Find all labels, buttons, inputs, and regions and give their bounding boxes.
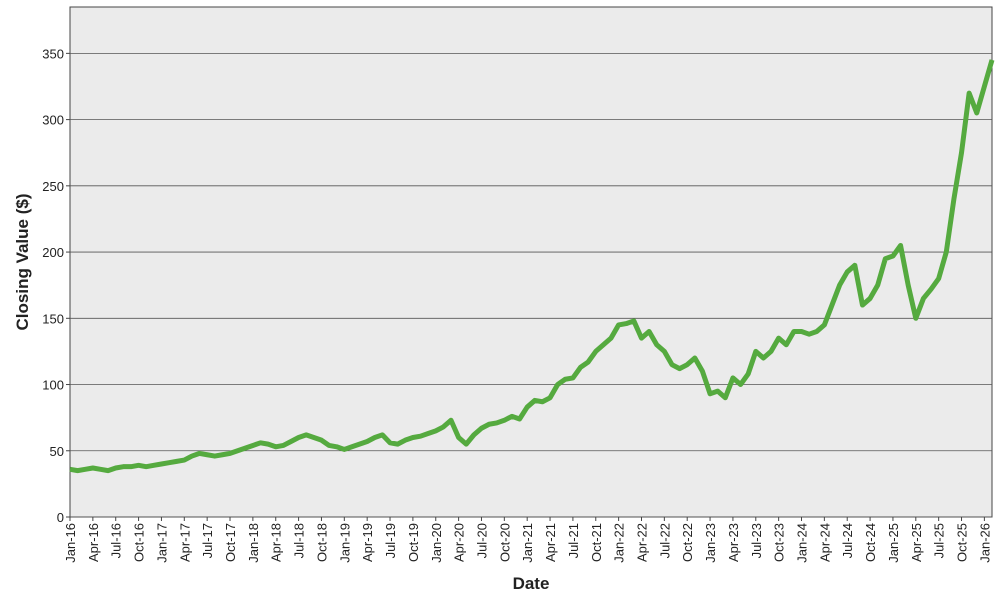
x-tick-label: Apr-17: [177, 523, 192, 562]
x-tick-label: Jan-20: [429, 523, 444, 563]
x-tick-label: Apr-25: [909, 523, 924, 562]
x-tick-label: Oct-16: [132, 523, 147, 562]
x-tick-label: Jan-21: [520, 523, 535, 563]
x-tick-label: Jul-19: [383, 523, 398, 558]
x-tick-label: Jan-16: [63, 523, 78, 563]
y-tick-label: 100: [42, 378, 64, 393]
x-tick-label: Oct-17: [223, 523, 238, 562]
x-tick-label: Oct-24: [863, 523, 878, 562]
y-tick-label: 50: [50, 444, 64, 459]
y-tick-label: 200: [42, 245, 64, 260]
x-tick-label: Jan-17: [154, 523, 169, 563]
y-tick-label: 350: [42, 46, 64, 61]
plot-area: [69, 6, 993, 518]
x-tick-label: Jan-23: [703, 523, 718, 563]
x-tick-label: Jul-25: [932, 523, 947, 558]
x-tick-label: Apr-22: [634, 523, 649, 562]
x-tick-label: Apr-18: [269, 523, 284, 562]
x-tick-label: Jul-23: [749, 523, 764, 558]
x-tick-label: Oct-20: [497, 523, 512, 562]
x-tick-label: Oct-21: [589, 523, 604, 562]
x-tick-label: Jul-18: [292, 523, 307, 558]
x-tick-label: Apr-19: [360, 523, 375, 562]
y-tick-label: 0: [57, 510, 64, 525]
x-tick-label: Apr-21: [543, 523, 558, 562]
line: [69, 59, 995, 474]
x-tick-label: Jul-21: [566, 523, 581, 558]
x-tick-label: Jan-24: [795, 523, 810, 563]
x-tick-label: Jan-18: [246, 523, 261, 563]
x-tick-label: Oct-18: [314, 523, 329, 562]
x-tick-label: Oct-25: [955, 523, 970, 562]
x-tick-label: Apr-20: [452, 523, 467, 562]
x-tick-label: Apr-16: [86, 523, 101, 562]
x-tick-label: Jan-19: [337, 523, 352, 563]
y-tick-label: 150: [42, 311, 64, 326]
y-tick-label: 250: [42, 179, 64, 194]
x-tick-label: Jul-22: [657, 523, 672, 558]
x-tick-label: Apr-24: [817, 523, 832, 562]
x-tick-label: Jul-17: [200, 523, 215, 558]
x-tick-label: Jul-16: [109, 523, 124, 558]
x-tick-label: Jul-24: [840, 523, 855, 558]
x-tick-label: Oct-22: [680, 523, 695, 562]
y-axis-title: Closing Value ($): [13, 194, 32, 331]
x-tick-label: Jan-22: [612, 523, 627, 563]
y-tick-label: 300: [42, 113, 64, 128]
x-tick-label: Oct-23: [772, 523, 787, 562]
x-tick-label: Jan-25: [886, 523, 901, 563]
x-tick-label: Jan-26: [977, 523, 992, 563]
x-tick-label: Oct-19: [406, 523, 421, 562]
x-axis-title: Date: [513, 574, 550, 593]
x-tick-label: Jul-20: [474, 523, 489, 558]
x-tick-label: Apr-23: [726, 523, 741, 562]
